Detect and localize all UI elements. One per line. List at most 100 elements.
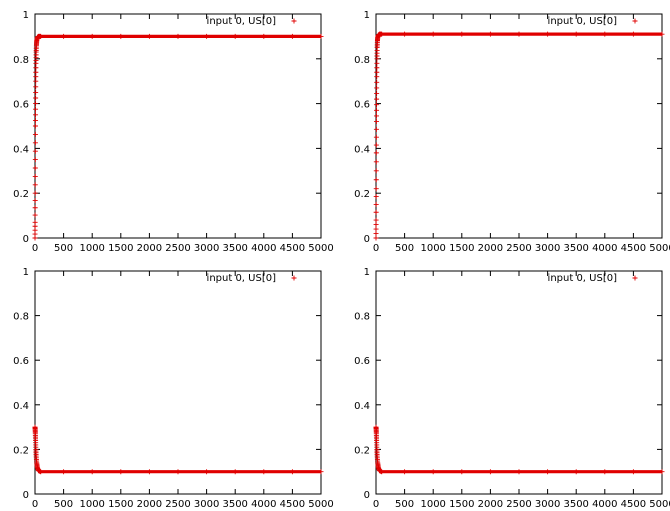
data-point bbox=[373, 168, 379, 174]
data-point bbox=[375, 37, 381, 43]
data-point bbox=[376, 31, 382, 37]
data-point bbox=[289, 33, 295, 39]
legend-marker bbox=[632, 275, 638, 281]
data-point bbox=[32, 117, 38, 123]
y-tick-label: 0 bbox=[364, 234, 370, 245]
x-tick-label: 3500 bbox=[563, 243, 588, 254]
data-point bbox=[630, 469, 636, 475]
data-point bbox=[32, 434, 38, 440]
data-point bbox=[34, 464, 40, 470]
data-point bbox=[487, 469, 493, 475]
x-tick-label: 3000 bbox=[535, 243, 560, 254]
data-point bbox=[35, 468, 41, 474]
data-point bbox=[374, 40, 380, 46]
data-point bbox=[573, 31, 579, 37]
y-tick-label: 0.4 bbox=[13, 144, 29, 155]
data-point bbox=[32, 173, 38, 179]
data-point bbox=[36, 468, 42, 474]
x-tick-label: 3000 bbox=[535, 499, 560, 510]
data-point bbox=[61, 469, 67, 475]
x-tick-label: 1000 bbox=[79, 243, 104, 254]
data-point bbox=[89, 33, 95, 39]
x-tick-label: 1000 bbox=[420, 243, 445, 254]
y-tick-label: 1 bbox=[364, 10, 370, 21]
data-point bbox=[373, 424, 379, 430]
data-point bbox=[373, 235, 379, 241]
data-point bbox=[33, 74, 39, 80]
data-point bbox=[34, 35, 40, 41]
data-point bbox=[374, 56, 380, 62]
data-point bbox=[630, 31, 636, 37]
data-point bbox=[35, 34, 41, 40]
x-tick-label: 1500 bbox=[108, 243, 133, 254]
x-tick-label: 4500 bbox=[280, 243, 305, 254]
series-0 bbox=[32, 33, 324, 241]
data-point bbox=[33, 78, 39, 84]
y-tick-label: 0.6 bbox=[13, 100, 29, 111]
legend-marker bbox=[632, 18, 638, 24]
x-tick-label: 500 bbox=[54, 243, 73, 254]
x-tick-label: 500 bbox=[54, 499, 73, 510]
data-point bbox=[374, 41, 380, 47]
data-point bbox=[373, 217, 379, 223]
data-point bbox=[35, 467, 41, 473]
x-tick-label: 2000 bbox=[478, 243, 503, 254]
x-tick-label: 2000 bbox=[137, 499, 162, 510]
data-point bbox=[373, 226, 379, 232]
series-0 bbox=[32, 424, 324, 475]
data-point bbox=[33, 450, 39, 456]
data-point bbox=[318, 33, 324, 39]
x-tick-label: 2500 bbox=[165, 499, 190, 510]
y-tick-label: 0.4 bbox=[354, 144, 370, 155]
data-point bbox=[32, 182, 38, 188]
data-point bbox=[374, 69, 380, 75]
data-point bbox=[318, 469, 324, 475]
data-point bbox=[373, 209, 379, 215]
data-point bbox=[37, 468, 43, 474]
data-point bbox=[118, 33, 124, 39]
x-tick-label: 0 bbox=[32, 499, 38, 510]
data-point bbox=[373, 142, 379, 148]
data-point bbox=[33, 44, 39, 50]
data-point bbox=[35, 34, 41, 40]
x-tick-label: 4000 bbox=[251, 243, 276, 254]
data-point bbox=[374, 96, 380, 102]
data-point bbox=[659, 469, 665, 475]
y-tick-label: 0.6 bbox=[13, 356, 29, 367]
data-point bbox=[34, 37, 40, 43]
data-point bbox=[32, 123, 38, 129]
data-point bbox=[374, 446, 380, 452]
y-tick-label: 0.4 bbox=[13, 401, 29, 412]
data-point bbox=[32, 425, 38, 431]
data-point bbox=[379, 31, 385, 37]
data-point bbox=[35, 34, 41, 40]
x-tick-label: 4000 bbox=[251, 499, 276, 510]
data-point bbox=[32, 426, 38, 432]
data-point bbox=[34, 39, 40, 45]
data-point bbox=[373, 426, 379, 432]
data-point bbox=[374, 60, 380, 66]
data-point bbox=[32, 219, 38, 225]
data-point bbox=[175, 469, 181, 475]
data-point bbox=[289, 469, 295, 475]
data-point bbox=[34, 41, 40, 47]
data-point bbox=[32, 227, 38, 233]
data-point bbox=[374, 448, 380, 454]
data-point bbox=[373, 430, 379, 436]
data-point bbox=[374, 50, 380, 56]
data-point bbox=[32, 235, 38, 241]
data-point bbox=[35, 465, 41, 471]
data-point bbox=[33, 49, 39, 55]
data-point bbox=[377, 468, 383, 474]
data-point bbox=[33, 47, 39, 53]
data-point bbox=[374, 453, 380, 459]
y-tick-label: 1 bbox=[23, 267, 29, 278]
data-point bbox=[32, 157, 38, 163]
data-point bbox=[459, 31, 465, 37]
y-tick-label: 0.8 bbox=[13, 55, 29, 66]
data-point bbox=[373, 159, 379, 165]
data-point bbox=[602, 31, 608, 37]
data-point bbox=[378, 468, 384, 474]
data-point bbox=[573, 469, 579, 475]
